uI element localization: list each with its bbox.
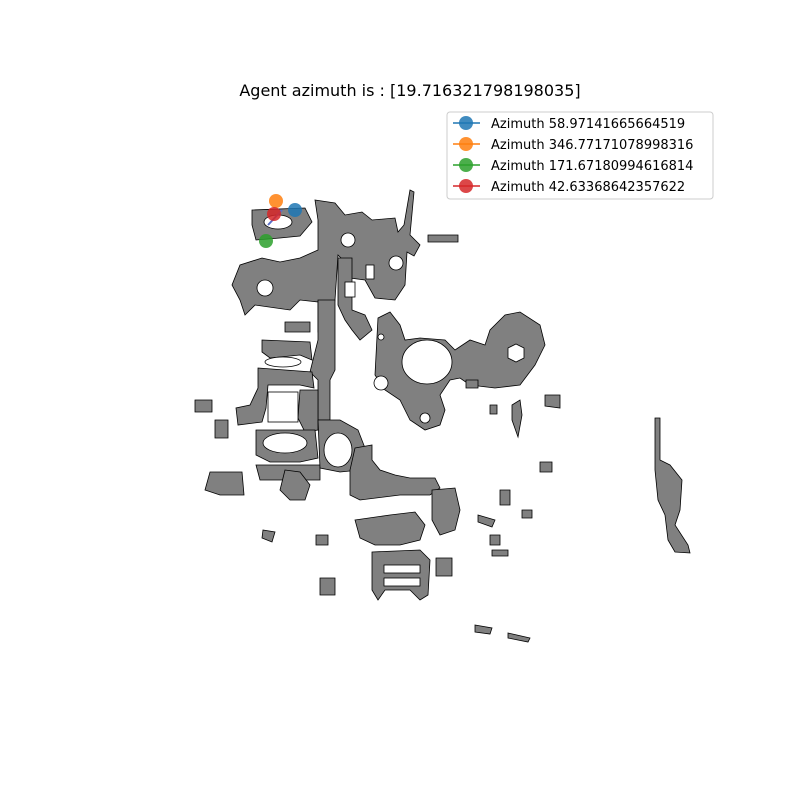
legend-marker xyxy=(459,116,473,130)
legend-label: Azimuth 346.77171078998316 xyxy=(491,138,693,153)
legend-item: Azimuth 42.63368642357622 xyxy=(453,179,685,195)
chart-title: Agent azimuth is : [19.716321798198035] xyxy=(239,81,580,100)
legend-item: Azimuth 346.77171078998316 xyxy=(453,137,693,153)
legend-marker xyxy=(459,137,473,151)
marker-4 xyxy=(267,207,281,221)
legend: Azimuth 58.97141665664519 Azimuth 346.771… xyxy=(446,111,714,200)
map-holes xyxy=(256,214,525,587)
marker-1 xyxy=(288,203,302,217)
occupancy-map xyxy=(194,189,691,643)
azimuth-markers xyxy=(259,194,302,248)
legend-item: Azimuth 58.97141665664519 xyxy=(453,116,685,132)
legend-item: Azimuth 171.67180994616814 xyxy=(453,158,693,174)
legend-box xyxy=(446,111,714,200)
legend-label: Azimuth 42.63368642357622 xyxy=(491,180,685,195)
legend-marker xyxy=(459,179,473,193)
legend-label: Azimuth 58.97141665664519 xyxy=(491,117,685,132)
marker-2 xyxy=(269,194,283,208)
marker-3 xyxy=(259,234,273,248)
legend-label: Azimuth 171.67180994616814 xyxy=(491,159,693,174)
legend-marker xyxy=(459,158,473,172)
